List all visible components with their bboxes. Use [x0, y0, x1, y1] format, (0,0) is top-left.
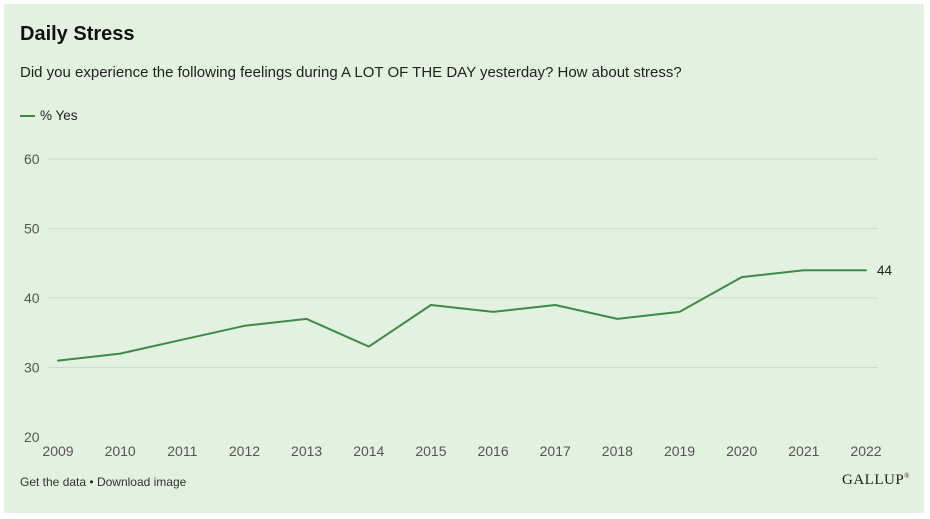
x-tick-label: 2010: [105, 443, 136, 459]
chart-card: [4, 4, 924, 513]
registered-mark: ®: [904, 472, 910, 480]
legend-label: % Yes: [40, 108, 78, 123]
footer-links: Get the data • Download image: [20, 475, 186, 489]
x-tick-label: 2014: [353, 443, 384, 459]
legend-swatch: [20, 114, 35, 117]
x-tick-label: 2020: [726, 443, 757, 459]
chart-title: Daily Stress: [20, 23, 135, 45]
x-tick-label: 2013: [291, 443, 322, 459]
y-tick-label: 30: [24, 360, 40, 376]
x-tick-label: 2017: [540, 443, 571, 459]
x-tick-label: 2012: [229, 443, 260, 459]
logo-text: GALLUP: [842, 472, 905, 488]
chart-subtitle: Did you experience the following feeling…: [20, 64, 682, 81]
x-tick-label: 2015: [415, 443, 446, 459]
legend: % Yes: [20, 108, 78, 123]
x-tick-label: 2011: [167, 443, 197, 459]
series-line: [57, 269, 867, 362]
x-tick-label: 2009: [42, 443, 73, 459]
y-tick-label: 20: [24, 429, 40, 445]
x-tick-label: 2016: [477, 443, 508, 459]
get-data-link[interactable]: Get the data: [20, 475, 87, 489]
x-tick-label: 2022: [850, 443, 881, 459]
y-tick-label: 40: [24, 290, 40, 306]
x-tick-label: 2019: [664, 443, 695, 459]
gallup-logo: GALLUP®: [842, 472, 910, 489]
end-data-label: 44: [877, 263, 893, 278]
y-tick-label: 50: [24, 221, 40, 237]
footer-separator: •: [89, 475, 94, 489]
download-image-link[interactable]: Download image: [96, 475, 187, 489]
y-tick-label: 60: [24, 151, 40, 167]
x-tick-label: 2021: [788, 443, 819, 459]
x-tick-label: 2018: [602, 443, 633, 459]
